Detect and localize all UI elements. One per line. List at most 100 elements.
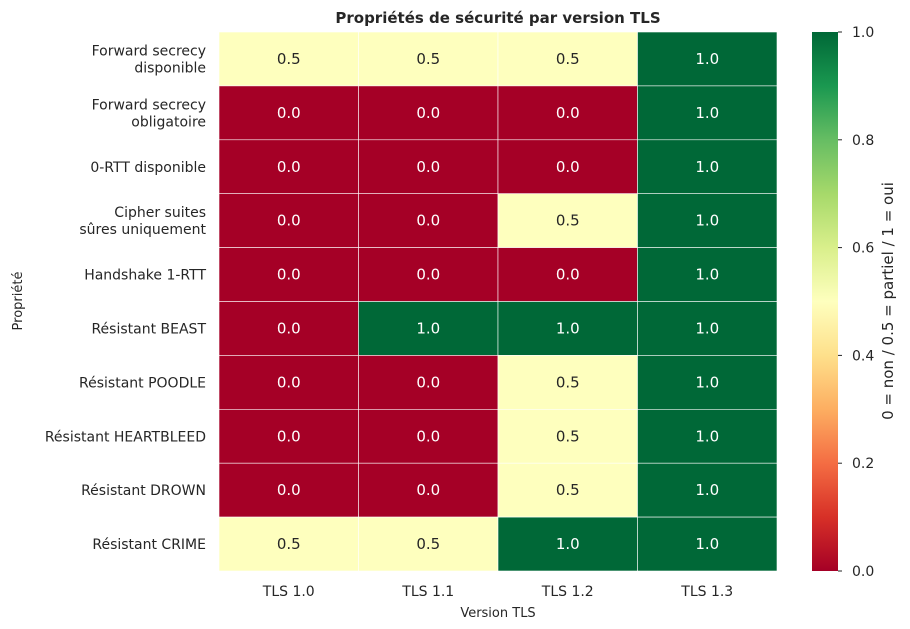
cell-value-label: 0.0 [277, 266, 301, 284]
cell-value-label: 0.0 [556, 158, 580, 176]
heatmap-cell [218, 408, 359, 464]
heatmap-cell [218, 247, 359, 302]
heatmap-cell [358, 193, 499, 248]
y-tick-label: 0-RTT disponible [90, 160, 206, 176]
cell-value-label: 1.0 [695, 427, 719, 445]
heatmap-cell [637, 516, 778, 572]
heatmap-cell [637, 31, 778, 87]
heatmap-cells: 0.5 0.5 0.5 1.0 0.0 0.0 0.0 1.0 0.0 0.0 0.0 1.0 0.0 0… [218, 31, 778, 572]
heatmap-cell [218, 85, 359, 141]
y-tick-label: Résistant DROWN [81, 483, 206, 499]
cell-value-label: 0.0 [277, 481, 301, 499]
cell-value-label: 0.0 [556, 266, 580, 284]
y-tick-label: Cipher suites sûres uniquement [79, 205, 206, 238]
y-tick-label: Handshake 1-RTT [84, 268, 206, 284]
x-tick-label: TLS 1.3 [680, 584, 733, 600]
heatmap-cell [637, 355, 778, 410]
colorbar-ticks: 0.0 0.2 0.4 0.6 0.8 1.0 [838, 25, 874, 580]
colorbar-tick-label: 0.2 [852, 456, 874, 472]
cell-value-label: 1.0 [695, 535, 719, 553]
y-tick-label: Résistant CRIME [92, 537, 206, 553]
cell-value-label: 1.0 [556, 319, 580, 337]
heatmap-cell [218, 516, 359, 572]
heatmap-cell [218, 193, 359, 248]
y-tick-label: Forward secrecy obligatoire [92, 97, 206, 130]
heatmap-cell [497, 408, 638, 464]
heatmap-cell [358, 139, 499, 195]
colorbar-tick-label: 1.0 [852, 25, 874, 41]
cell-value-label: 0.5 [556, 212, 580, 230]
cell-value-label: 0.0 [416, 373, 440, 391]
y-tick-label: Résistant POODLE [79, 375, 206, 391]
heatmap-cell [637, 462, 778, 518]
cell-value-label: 1.0 [416, 319, 440, 337]
heatmap-cell [358, 247, 499, 302]
heatmap-cell [497, 516, 638, 572]
cell-value-label: 1.0 [556, 535, 580, 553]
chart-title: Propriétés de sécurité par version TLS [335, 9, 660, 27]
cell-value-label: 0.0 [416, 266, 440, 284]
colorbar-tick-label: 0.8 [852, 133, 874, 149]
cell-value-label: 1.0 [695, 319, 719, 337]
cell-value-label: 0.0 [277, 158, 301, 176]
cell-value-label: 0.0 [277, 427, 301, 445]
heatmap-cell [497, 31, 638, 87]
cell-value-label: 0.0 [416, 158, 440, 176]
heatmap-cell [218, 31, 359, 87]
heatmap-cell [358, 85, 499, 141]
x-tick-label: TLS 1.0 [262, 584, 315, 600]
cell-value-label: 0.0 [277, 319, 301, 337]
heatmap-cell [637, 85, 778, 141]
heatmap-cell [497, 247, 638, 302]
cell-value-label: 1.0 [695, 104, 719, 122]
heatmap-cell [637, 301, 778, 356]
heatmap-cell [358, 301, 499, 356]
y-tick-label: Résistant HEARTBLEED [45, 429, 206, 445]
cell-value-label: 0.5 [556, 481, 580, 499]
x-axis-title: Version TLS [460, 606, 535, 621]
heatmap-cell [637, 247, 778, 302]
y-tick-label: Forward secrecy disponible [92, 43, 206, 76]
colorbar-tick-label: 0.4 [852, 348, 874, 364]
cell-value-label: 1.0 [695, 481, 719, 499]
heatmap-cell [497, 193, 638, 248]
cell-value-label: 1.0 [695, 266, 719, 284]
cell-value-label: 0.5 [556, 50, 580, 68]
heatmap-cell [637, 193, 778, 248]
cell-value-label: 1.0 [695, 373, 719, 391]
heatmap-cell [358, 31, 499, 87]
cell-value-label: 0.5 [277, 535, 301, 553]
cell-value-label: 0.0 [416, 104, 440, 122]
heatmap-cell [637, 139, 778, 195]
cell-value-label: 0.0 [277, 212, 301, 230]
y-tick-label: Résistant BEAST [91, 321, 206, 337]
x-tick-label: TLS 1.1 [401, 584, 454, 600]
cell-value-label: 0.0 [277, 104, 301, 122]
cell-value-label: 1.0 [695, 212, 719, 230]
heatmap-cell [497, 301, 638, 356]
heatmap-cell [497, 462, 638, 518]
cell-value-label: 0.0 [277, 373, 301, 391]
cell-value-label: 0.0 [416, 481, 440, 499]
colorbar-tick-label: 0.0 [852, 564, 874, 580]
heatmap-cell [497, 355, 638, 410]
cell-value-label: 0.0 [556, 104, 580, 122]
cell-value-label: 0.0 [416, 427, 440, 445]
cell-value-label: 0.5 [556, 373, 580, 391]
heatmap-cell [218, 355, 359, 410]
x-tick-label: TLS 1.2 [541, 584, 594, 600]
heatmap-cell [218, 301, 359, 356]
colorbar-label: 0 = non / 0.5 = partiel / 1 = oui [879, 182, 897, 420]
x-tick-labels: TLS 1.0 TLS 1.1 TLS 1.2 TLS 1.3 [262, 584, 733, 600]
cell-value-label: 0.5 [556, 427, 580, 445]
colorbar-tick-label: 0.6 [852, 241, 874, 257]
y-axis-title: Propriété [11, 272, 26, 331]
heatmap-cell [358, 516, 499, 572]
cell-value-label: 0.0 [416, 212, 440, 230]
colorbar-gradient [812, 32, 838, 571]
cell-value-label: 0.5 [416, 50, 440, 68]
cell-value-label: 1.0 [695, 50, 719, 68]
cell-value-label: 1.0 [695, 158, 719, 176]
cell-value-label: 0.5 [277, 50, 301, 68]
